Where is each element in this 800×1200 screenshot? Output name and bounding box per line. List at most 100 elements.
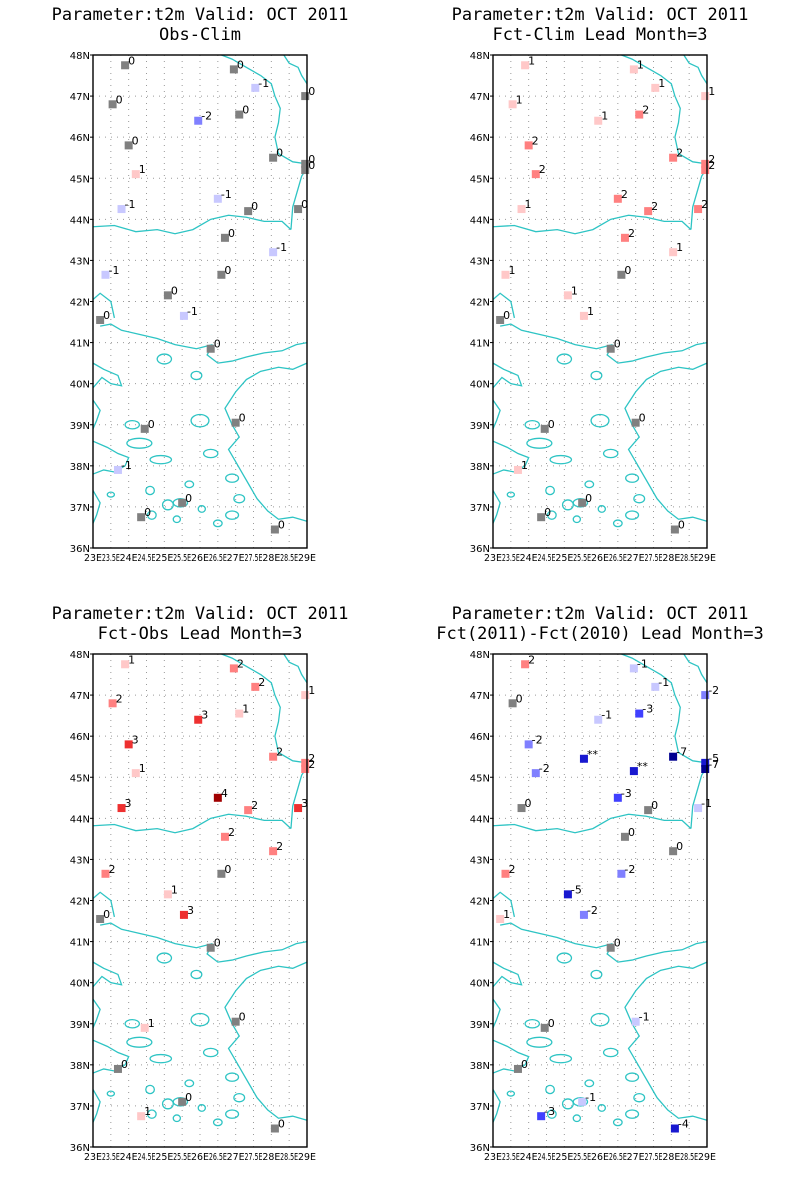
y-tick-label: 36N [470, 544, 490, 555]
station-marker [635, 110, 644, 119]
island-outline [225, 510, 240, 520]
coastline [92, 490, 101, 524]
station-value: 2 [276, 746, 283, 759]
island-outline [124, 1018, 141, 1029]
island-outline [161, 499, 174, 511]
island-outline [172, 1114, 182, 1123]
x-tick-label: 25.5E [573, 553, 591, 564]
station-value: 2 [676, 147, 683, 160]
y-tick-label: 43N [470, 855, 490, 866]
station-value: -2 [587, 904, 598, 917]
y-tick-label: 41N [470, 339, 490, 350]
station-value: 0 [525, 797, 532, 810]
station-marker [670, 1124, 679, 1133]
station-marker [594, 715, 603, 724]
x-tick-label: 28.5E [680, 1152, 698, 1163]
coastline [224, 961, 308, 1121]
station-value: 1 [637, 58, 644, 71]
station-marker [269, 248, 278, 257]
station-marker [301, 691, 310, 700]
station-marker [669, 153, 678, 162]
island-outline [602, 448, 619, 459]
station-marker [606, 344, 615, 353]
island-outline [526, 1036, 553, 1048]
coastline [100, 922, 213, 949]
station-value: 1 [571, 284, 578, 297]
x-tick-label: 28E [262, 553, 280, 564]
island-outline [149, 1053, 173, 1064]
island-outline [590, 1012, 610, 1027]
station-marker [563, 890, 572, 899]
station-marker [617, 270, 626, 279]
station-value: 0 [116, 93, 123, 106]
station-marker [206, 344, 215, 353]
y-tick-label: 48N [470, 51, 490, 62]
station-marker [496, 914, 505, 923]
island-outline [190, 413, 210, 428]
y-tick-label: 40N [70, 979, 90, 990]
coastline [92, 362, 123, 389]
station-marker [537, 1112, 546, 1121]
x-tick-label: 27.5E [645, 553, 663, 564]
station-marker [124, 740, 133, 749]
x-tick-label: 26E [591, 1152, 609, 1163]
station-value: 1 [242, 703, 249, 716]
station-value: -1 [658, 676, 669, 689]
station-value: 1 [528, 54, 535, 67]
station-marker [521, 61, 530, 70]
x-tick-label: 24.5E [138, 1152, 156, 1163]
x-tick-label: 28.5E [280, 1152, 298, 1163]
station-marker [669, 752, 678, 761]
island-outline [524, 419, 541, 430]
station-marker [251, 682, 260, 691]
station-value: 1 [308, 684, 315, 697]
x-tick-label: 25.5E [573, 1152, 591, 1163]
station-value: -3 [621, 787, 632, 800]
station-marker [501, 270, 510, 279]
island-outline [156, 353, 173, 365]
x-tick-label: 24.5E [138, 553, 156, 564]
station-marker [229, 664, 238, 673]
x-tick-label: 29E [298, 553, 316, 564]
x-tick-label: 26E [191, 1152, 209, 1163]
coastline [500, 922, 613, 949]
coastline [283, 653, 308, 684]
station-value: 0 [308, 153, 315, 166]
station-value: 0 [224, 863, 231, 876]
station-value: 0 [185, 492, 192, 505]
station-value: -1 [276, 241, 287, 254]
station-value: 0 [278, 1118, 285, 1131]
y-tick-label: 42N [70, 298, 90, 309]
station-marker [524, 141, 533, 150]
station-value: 0 [614, 338, 621, 351]
station-value: 3 [187, 904, 194, 917]
x-tick-label: 24.5E [538, 553, 556, 564]
station-marker [113, 465, 122, 474]
island-outline [556, 952, 573, 964]
x-tick-label: 25E [555, 553, 573, 564]
y-tick-label: 42N [470, 897, 490, 908]
x-tick-label: 23.5E [502, 553, 520, 564]
station-value: 0 [128, 54, 135, 67]
station-value: 1 [658, 77, 665, 90]
x-tick-label: 26.5E [609, 1152, 627, 1163]
island-outline [584, 1079, 595, 1088]
y-tick-label: 41N [70, 938, 90, 949]
coastline [492, 490, 501, 524]
island-outline [625, 1109, 640, 1119]
station-value: -1 [639, 1011, 650, 1024]
station-marker [629, 767, 638, 776]
coastline [683, 54, 708, 85]
x-tick-label: 23.5E [502, 1152, 520, 1163]
coastline [92, 813, 292, 834]
station-value: 0 [103, 908, 110, 921]
station-marker [244, 806, 253, 815]
station-value: -3 [642, 703, 653, 716]
panel-3-title-line2: Fct-Obs Lead Month=3 [97, 624, 303, 644]
x-tick-label: 28.5E [280, 553, 298, 564]
station-value: 2 [642, 104, 649, 117]
station-marker [631, 418, 640, 427]
coastline [206, 940, 308, 963]
x-tick-label: 24E [520, 1152, 538, 1163]
y-tick-label: 40N [470, 979, 490, 990]
